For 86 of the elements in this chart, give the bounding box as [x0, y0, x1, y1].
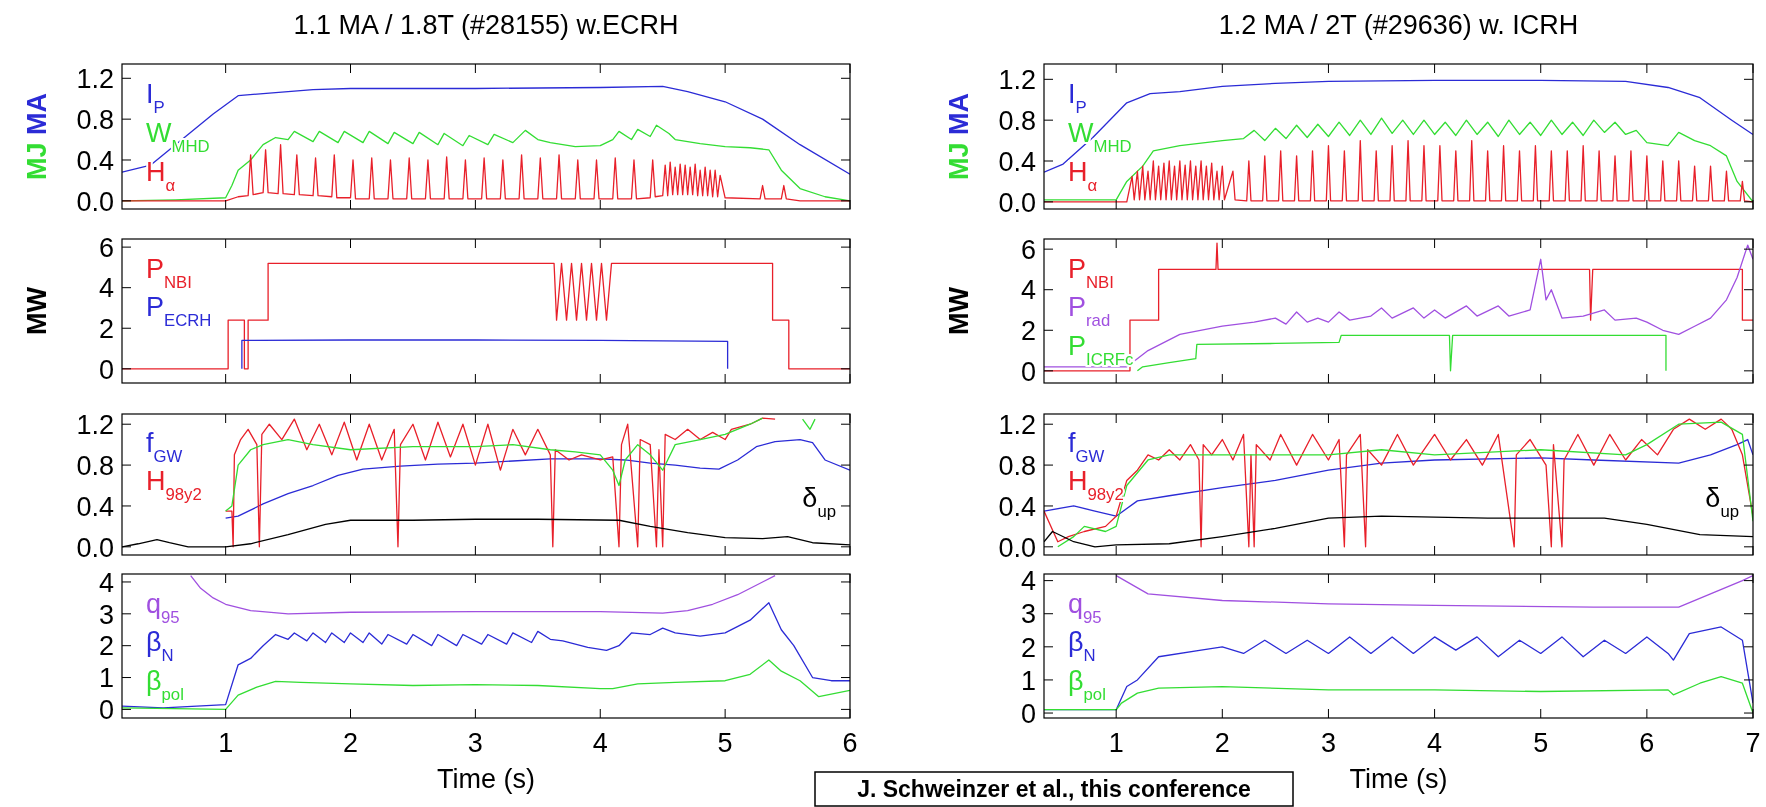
y-tick-label: 2 — [98, 631, 114, 662]
series-label: H$_{α}$ — [146, 157, 176, 195]
y-tick-label: 0.4 — [76, 145, 114, 176]
series-label: I$_{P}$ — [146, 78, 165, 117]
y-tick-label: 3 — [98, 599, 114, 630]
series-label: W$_{MHD}$ — [1068, 117, 1132, 156]
y-tick-label: 0.8 — [998, 105, 1036, 136]
x-tick-label: 1 — [1108, 728, 1124, 758]
y-tick-label: 3 — [1020, 599, 1036, 630]
y-tick-label: 1.2 — [76, 409, 114, 440]
annotation: δ$_{up}$ — [1705, 483, 1739, 521]
series-label: H$_{98y2}$ — [1068, 465, 1124, 504]
x-axis-title: Time (s) — [437, 764, 535, 794]
chart-title: 1.1 MA / 1.8T (#28155) w.ECRH — [293, 10, 679, 40]
series-label: f$_{GW}$ — [1068, 427, 1105, 466]
series-label: P$_{NBI}$ — [146, 253, 192, 292]
text: f$_{GW}$ — [146, 427, 183, 466]
series-label: β$_{pol}$ — [146, 666, 184, 704]
series-label: H$_{98y2}$ — [146, 465, 202, 504]
y-axis-title: MW — [944, 286, 974, 335]
y-tick-label: 0 — [98, 354, 114, 385]
y-tick-label: 4 — [98, 273, 114, 304]
line-series — [1115, 575, 1753, 608]
y-tick-label: 1 — [98, 663, 114, 694]
x-tick-label: 2 — [343, 728, 359, 758]
series-label: W$_{MHD}$ — [146, 117, 210, 156]
y-tick-label: 0 — [1020, 698, 1036, 729]
x-tick-label: 1 — [218, 728, 234, 758]
y-tick-label: 2 — [98, 313, 114, 344]
line-series — [241, 339, 729, 370]
series-label: β$_{N}$ — [146, 627, 174, 665]
y-tick-label: 2 — [1020, 632, 1036, 663]
y-tick-label: 0.0 — [76, 186, 114, 217]
series-label: P$_{NBI}$ — [1068, 253, 1114, 292]
x-tick-label: 7 — [1745, 728, 1761, 758]
x-tick-label: 6 — [1639, 728, 1655, 758]
series-label: q$_{95}$ — [1068, 588, 1102, 627]
text: J. Schweinzer et al., this conference — [857, 776, 1251, 802]
series-label: H$_{α}$ — [1068, 157, 1098, 195]
x-tick-label: 3 — [1320, 728, 1336, 758]
line-series — [224, 438, 850, 519]
y-tick-label: 0 — [98, 695, 114, 726]
x-tick-label: 4 — [1427, 728, 1443, 758]
y-tick-label: 0.8 — [998, 450, 1036, 481]
y-tick-label: 0.0 — [998, 187, 1036, 218]
y-tick-label: 0.8 — [76, 104, 114, 135]
chart-title: 1.2 MA / 2T (#29636) w. ICRH — [1218, 10, 1579, 40]
y-tick-label: 0.0 — [998, 532, 1036, 563]
y-tick-label: 6 — [1020, 234, 1036, 265]
y-tick-label: 1.2 — [998, 65, 1036, 96]
y-tick-label: 0 — [1020, 356, 1036, 387]
x-tick-label: 2 — [1214, 728, 1230, 758]
series-label: q$_{95}$ — [146, 588, 180, 627]
y-axis-title: MW — [22, 286, 52, 335]
x-tick-label: 5 — [1533, 728, 1549, 758]
y-tick-label: 0.0 — [76, 532, 114, 563]
y-tick-label: 6 — [98, 232, 114, 263]
y-tick-label: 4 — [1020, 566, 1036, 597]
series-label: β$_{N}$ — [1068, 627, 1096, 665]
y-tick-label: 0.4 — [998, 146, 1036, 177]
series-label: β$_{pol}$ — [1068, 666, 1106, 704]
y-tick-label: 1.2 — [76, 64, 114, 95]
series-label: P$_{rad}$ — [1068, 292, 1111, 330]
y-tick-label: 1 — [1020, 665, 1036, 696]
line-series — [1044, 117, 1753, 203]
y-tick-label: 0.4 — [76, 491, 114, 522]
x-tick-label: 3 — [467, 728, 483, 758]
x-tick-label: 5 — [717, 728, 733, 758]
annotation: δ$_{up}$ — [802, 483, 836, 521]
y-tick-label: 0.4 — [998, 491, 1036, 522]
x-axis-title: Time (s) — [1349, 764, 1448, 794]
y-tick-label: 4 — [1020, 275, 1036, 306]
x-tick-label: 4 — [592, 728, 608, 758]
line-series — [190, 574, 776, 615]
series-label: P$_{ECRH}$ — [146, 292, 212, 330]
y-tick-label: 2 — [1020, 315, 1036, 346]
y-axis-title: MJ MA — [22, 92, 52, 181]
series-label: I$_{P}$ — [1068, 78, 1087, 117]
y-tick-label: 0.8 — [76, 450, 114, 481]
y-axis-title: MJ MA — [944, 92, 974, 181]
line-series — [1136, 334, 1667, 372]
line-series — [224, 417, 776, 548]
line-series — [122, 659, 850, 711]
x-tick-label: 6 — [842, 728, 858, 758]
y-tick-label: 4 — [98, 567, 114, 598]
y-tick-label: 1.2 — [998, 409, 1036, 440]
